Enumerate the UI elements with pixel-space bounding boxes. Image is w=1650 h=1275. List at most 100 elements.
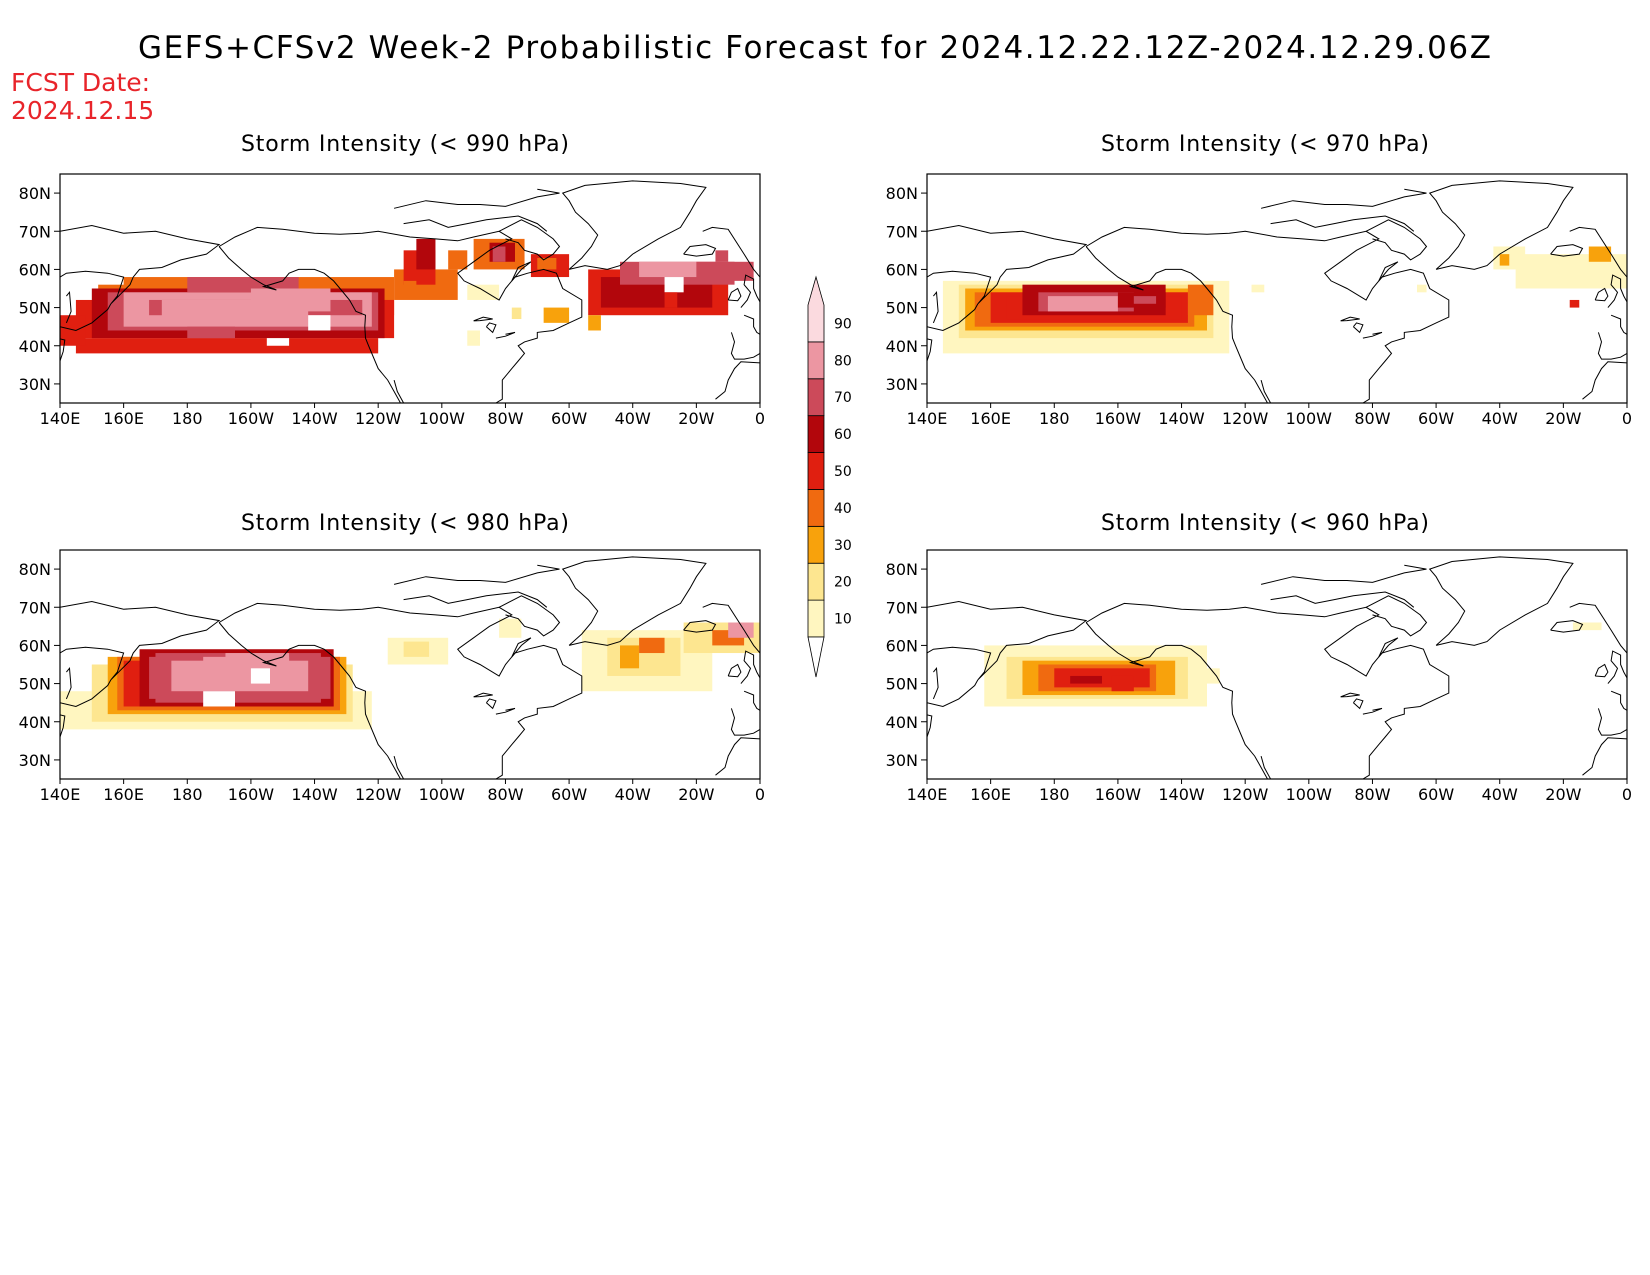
- probability-cell: [75, 338, 379, 354]
- lon-label: 100W: [1286, 409, 1333, 428]
- colorbar-swatch: [807, 378, 825, 417]
- lat-label: 80N: [886, 560, 918, 579]
- coastline-lakes2: [1353, 698, 1364, 710]
- lon-label: 0: [755, 409, 765, 428]
- coastline-archip2: [1270, 215, 1415, 232]
- coastline-greenland: [561, 180, 707, 270]
- probability-cell: [696, 261, 754, 281]
- probability-cell: [664, 277, 684, 293]
- coastline-ireland: [727, 663, 742, 678]
- coastline-japanKur: [60, 679, 112, 708]
- coastline-asiaNE: [927, 224, 1088, 305]
- coastline-japan: [927, 338, 933, 362]
- probability-cell: [60, 315, 86, 346]
- colorbar-label: 10: [834, 612, 852, 628]
- lon-label: 120W: [1222, 409, 1269, 428]
- colorbar-label: 80: [834, 353, 852, 369]
- coastline-baffin: [498, 219, 561, 261]
- probability-cell: [620, 645, 640, 669]
- forecast-date-label: FCST Date:: [11, 68, 151, 97]
- coastline-africa: [715, 361, 760, 400]
- probability-cell: [403, 641, 430, 657]
- probability-cell: [203, 691, 235, 707]
- lat-label: 60N: [886, 636, 918, 655]
- map-frame: [926, 549, 1628, 780]
- lon-label: 0: [1622, 409, 1632, 428]
- coastline-europe: [702, 226, 760, 278]
- lon-label: 40W: [615, 785, 651, 804]
- coastline-iceland: [1550, 620, 1584, 633]
- lon-label: 40W: [615, 409, 651, 428]
- map-frame: [926, 173, 1628, 404]
- lat-label: 40N: [19, 713, 51, 732]
- coastline-gulfCal: [393, 379, 405, 403]
- coastline-asiaNE: [927, 600, 1088, 681]
- lon-label: 120W: [1222, 785, 1269, 804]
- lon-label: 140W: [1158, 785, 1205, 804]
- coastline-alaska: [1085, 602, 1450, 779]
- map-panel-990: 80N 70N 60N 50N 40N 30N 140E 160E 180 160W 140W 120…: [19, 173, 765, 428]
- lat-label: 50N: [886, 675, 918, 694]
- coastline-japan: [60, 714, 66, 738]
- coastline-lakes1: [473, 316, 493, 322]
- colorbar-label: 70: [834, 390, 852, 406]
- lat-label: 80N: [19, 184, 51, 203]
- coastline-hudsonE: [511, 637, 532, 658]
- coastline-baffin: [1365, 219, 1428, 261]
- coastline-lakes2: [486, 322, 497, 334]
- coastline-baffin: [1365, 595, 1428, 637]
- probability-cell: [588, 315, 601, 331]
- lon-label: 140E: [40, 785, 81, 804]
- colorbar-label: 60: [834, 427, 852, 443]
- lon-label: 140W: [291, 409, 338, 428]
- coastline-lakes2: [1353, 322, 1364, 334]
- map-panel-980: 80N 70N 60N 50N 40N 30N 140E 160E 180 160W 140W 120…: [19, 549, 765, 804]
- map-frame: [59, 173, 761, 404]
- probability-cell: [403, 280, 417, 297]
- coastline-europe: [702, 602, 760, 654]
- lon-label: 160W: [1095, 409, 1142, 428]
- lat-label: 80N: [886, 184, 918, 203]
- coastline-uk: [740, 274, 760, 308]
- probability-cell: [308, 315, 331, 331]
- panel-title-960: Storm Intensity (< 960 hPa): [1101, 511, 1430, 536]
- colorbar: 10 20 30 40 50 60 70 80 90: [807, 275, 852, 678]
- probability-cell: [537, 257, 557, 270]
- probability-cell: [1553, 265, 1564, 278]
- coastline-europe: [1569, 226, 1627, 278]
- coastline-archip: [1260, 188, 1427, 209]
- map-panel-960: 80N 70N 60N 50N 40N 30N 140E 160E 180 160W 140W 120…: [886, 549, 1632, 804]
- lon-label: 0: [1622, 785, 1632, 804]
- coastline-lakes1: [1340, 692, 1360, 698]
- coastline-ireland: [1594, 287, 1609, 302]
- coastline-japanKur: [60, 303, 112, 332]
- coastline-france: [743, 690, 760, 711]
- lat-label: 70N: [886, 598, 918, 617]
- coastline-greenland: [561, 556, 707, 646]
- coastline-iberia: [730, 332, 760, 360]
- coastline-hudsonE: [1378, 261, 1399, 282]
- coastline-france: [1610, 314, 1627, 335]
- lon-label: 100W: [419, 409, 466, 428]
- lat-label: 60N: [19, 260, 51, 279]
- lon-label: 60W: [551, 785, 587, 804]
- panel-title-990: Storm Intensity (< 990 hPa): [241, 132, 570, 157]
- lon-label: 140W: [291, 785, 338, 804]
- coastline-alaska: [1085, 226, 1450, 403]
- probability-cell: [250, 288, 331, 312]
- coastline-alaskaSW: [218, 622, 401, 779]
- lon-label: 80W: [1354, 785, 1390, 804]
- colorbar-swatch: [807, 452, 825, 490]
- coastline-lakes3: [495, 707, 516, 715]
- coastline-archip2: [403, 591, 548, 608]
- probability-cell: [1499, 254, 1510, 266]
- probability-cell: [1417, 284, 1427, 293]
- coastline-archip: [393, 188, 560, 209]
- chart-title: GEFS+CFSv2 Week-2 Probabilistic Forecast…: [138, 30, 1493, 66]
- lat-label: 50N: [19, 299, 51, 318]
- probability-cell: [1070, 675, 1102, 684]
- coastline-hudsonE: [1378, 637, 1399, 658]
- lon-label: 160W: [228, 785, 275, 804]
- coastline-uk: [1607, 274, 1627, 308]
- coastline-iberia: [1597, 332, 1627, 360]
